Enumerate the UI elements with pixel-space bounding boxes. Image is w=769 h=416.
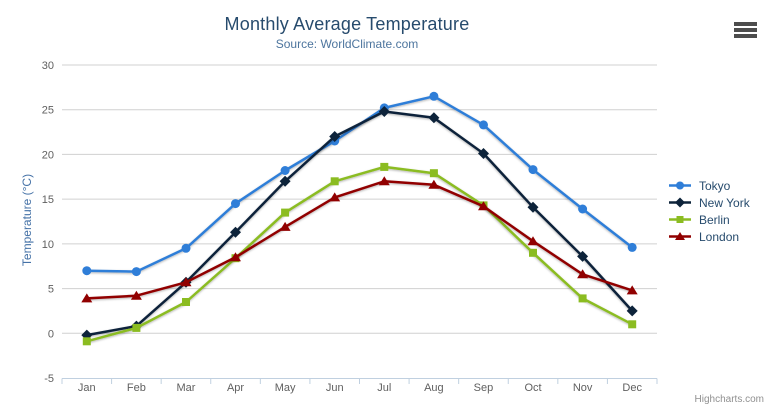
y-axis-label: 10 — [42, 239, 54, 251]
legend: Tokyo New York Berlin London — [668, 177, 750, 245]
marker-tokyo-oct[interactable] — [528, 165, 538, 175]
export-menu-button[interactable] — [734, 22, 758, 40]
x-axis-label: Feb — [127, 382, 146, 394]
legend-marker-london[interactable] — [675, 232, 685, 240]
legend-marker-tokyo[interactable] — [676, 181, 684, 190]
series-new-york-line — [85, 110, 634, 337]
x-axis-label: Jan — [78, 382, 96, 394]
x-axis-label: Sep — [474, 382, 494, 394]
marker-new-york-jun[interactable] — [329, 131, 341, 142]
y-axis-label: 15 — [42, 194, 54, 206]
marker-berlin-may[interactable] — [281, 208, 290, 217]
marker-tokyo-dec[interactable] — [627, 242, 637, 252]
marker-london-feb[interactable] — [130, 290, 142, 300]
marker-new-york-apr[interactable] — [230, 226, 241, 238]
marker-berlin-nov[interactable] — [578, 294, 587, 303]
x-axis-label: Nov — [573, 382, 593, 394]
marker-london-jul[interactable] — [378, 176, 390, 186]
x-axis-label: Jul — [377, 382, 391, 394]
marker-berlin-feb[interactable] — [132, 323, 141, 332]
marker-tokyo-feb[interactable] — [131, 267, 141, 277]
marker-london-may[interactable] — [279, 221, 291, 231]
marker-london-nov[interactable] — [577, 269, 589, 279]
y-axis-label: 30 — [42, 60, 54, 72]
x-axis-label: Apr — [227, 382, 244, 394]
marker-new-york-nov[interactable] — [577, 250, 589, 262]
marker-berlin-dec[interactable] — [628, 320, 637, 329]
y-axis-label: 25 — [42, 105, 54, 117]
x-axis-label: Aug — [424, 382, 444, 394]
marker-new-york-dec[interactable] — [626, 305, 638, 317]
y-axis-title: Temperature (°C) — [20, 173, 34, 267]
x-axis-label: Jun — [326, 382, 344, 394]
marker-berlin-jun[interactable] — [330, 177, 339, 186]
marker-berlin-jul[interactable] — [380, 162, 389, 171]
series-berlin-line — [85, 165, 634, 343]
chart-subtitle: Source: WorldClimate.com — [275, 37, 419, 51]
x-axis-label: Oct — [524, 382, 541, 394]
marker-berlin-jan[interactable] — [82, 337, 91, 346]
marker-tokyo-apr[interactable] — [231, 199, 240, 209]
marker-new-york-may[interactable] — [279, 175, 291, 187]
x-axis-label: May — [275, 382, 296, 394]
legend-item-tokyo[interactable]: Tokyo — [668, 177, 750, 194]
legend-symbol-london — [669, 232, 691, 240]
legend-item-new-york[interactable]: New York — [668, 194, 750, 211]
marker-new-york-aug[interactable] — [428, 112, 440, 124]
y-axis-label: -5 — [44, 373, 54, 385]
marker-london-sep[interactable] — [478, 201, 489, 211]
legend-item-london[interactable]: London — [668, 228, 750, 245]
y-axis-label: 0 — [48, 328, 54, 340]
chart-title: Monthly Average Temperature — [224, 14, 470, 34]
legend-item-berlin[interactable]: Berlin — [668, 211, 750, 228]
marker-london-oct[interactable] — [527, 236, 539, 246]
marker-london-mar[interactable] — [180, 277, 192, 287]
marker-london-apr[interactable] — [230, 252, 241, 262]
marker-tokyo-jan[interactable] — [82, 266, 92, 276]
y-axis-label: 20 — [42, 149, 54, 161]
marker-tokyo-may[interactable] — [280, 166, 290, 175]
marker-london-jan[interactable] — [81, 293, 93, 303]
legend-label: Tokyo — [699, 178, 731, 193]
credits-link[interactable]: Highcharts.com — [694, 394, 764, 405]
x-axis-label: Mar — [176, 382, 195, 394]
legend-marker-berlin[interactable] — [676, 216, 684, 223]
legend-symbol-tokyo — [669, 181, 691, 190]
marker-new-york-sep[interactable] — [478, 148, 489, 159]
marker-london-dec[interactable] — [626, 285, 638, 295]
marker-tokyo-sep[interactable] — [479, 120, 488, 130]
marker-new-york-jul[interactable] — [378, 106, 390, 117]
legend-symbol-berlin — [669, 216, 691, 223]
legend-symbol-new-york — [669, 197, 691, 208]
y-axis-label: 5 — [48, 284, 54, 296]
marker-london-aug[interactable] — [428, 179, 440, 189]
marker-tokyo-mar[interactable] — [181, 243, 191, 253]
legend-label: New York — [699, 195, 750, 210]
legend-label: Berlin — [699, 212, 730, 227]
hamburger-icon — [734, 22, 758, 38]
marker-london-jun[interactable] — [329, 192, 341, 202]
marker-berlin-aug[interactable] — [429, 169, 438, 178]
marker-tokyo-nov[interactable] — [578, 204, 588, 214]
series-london-line — [85, 180, 634, 300]
marker-berlin-oct[interactable] — [529, 248, 537, 257]
marker-new-york-oct[interactable] — [527, 201, 539, 213]
series-tokyo-line — [85, 95, 634, 273]
x-axis-label: Dec — [622, 382, 642, 394]
legend-label: London — [699, 229, 740, 244]
marker-tokyo-aug[interactable] — [429, 91, 439, 101]
marker-berlin-mar[interactable] — [182, 298, 190, 306]
legend-marker-new-york[interactable] — [675, 197, 685, 208]
